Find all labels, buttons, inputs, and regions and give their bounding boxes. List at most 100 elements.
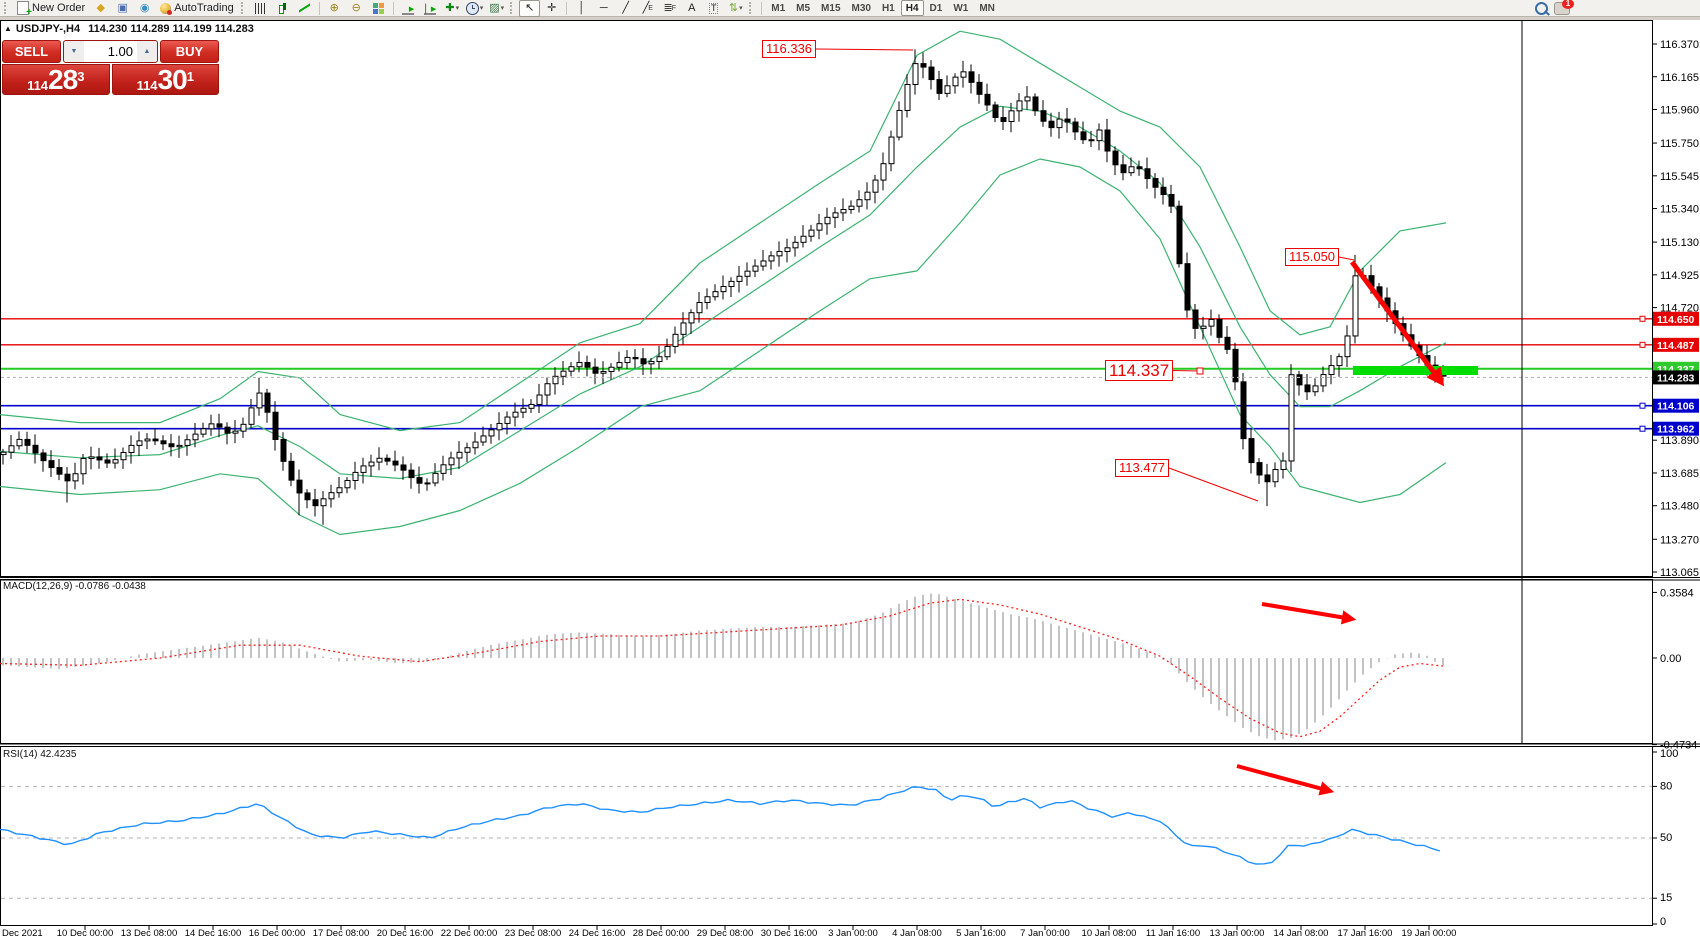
volume-decrease-button[interactable]: ▼ [64, 41, 84, 62]
fibonacci-icon: ≣ [663, 1, 673, 14]
fibonacci-icon[interactable]: ≣ F [663, 1, 676, 14]
toolbar-separator [566, 1, 568, 15]
periods-icon[interactable]: ▾ [464, 0, 486, 17]
toolbar-drag-handle [749, 2, 755, 14]
text-icon[interactable]: A [681, 0, 702, 17]
price-label-113477[interactable]: 113.477 [1115, 459, 1170, 477]
svg-text:0: 0 [1660, 916, 1666, 928]
time-axis[interactable]: Dec 2021 10 Dec 00:00 13 Dec 08:00 14 Dec 1… [2, 926, 1456, 939]
timeframe-m30[interactable]: M30 [851, 2, 871, 14]
timeframe-h1[interactable]: H1 [881, 2, 895, 14]
price-label-116336[interactable]: 116.336 [762, 40, 817, 58]
autotrading-button[interactable]: AutoTrading [156, 1, 238, 16]
timeframe-m15[interactable]: M15 [821, 2, 841, 14]
indicators-icon[interactable]: ✚ ▾ [442, 0, 463, 17]
zoom-in-icon[interactable]: ⊕ [324, 0, 345, 17]
trendline-icon[interactable]: ╱ [615, 0, 636, 17]
svg-text:16 Dec 00:00: 16 Dec 00:00 [249, 928, 306, 939]
notifications-icon[interactable]: 1 [1554, 0, 1574, 15]
price-label-114337[interactable]: 114.337 [1105, 360, 1174, 381]
equidistant-channel-icon: ╱ [642, 1, 650, 14]
svg-text:80: 80 [1660, 780, 1672, 792]
hline-marker[interactable] [1639, 402, 1646, 409]
crosshair-icon[interactable]: ✛ [541, 0, 562, 17]
signals-icon: ◉ [139, 1, 150, 14]
timeframe-m1[interactable]: M1 [771, 2, 786, 14]
trendline-icon: ╱ [622, 1, 630, 14]
svg-text:13 Dec 08:00: 13 Dec 08:00 [121, 928, 178, 939]
svg-text:115.545: 115.545 [1660, 171, 1699, 183]
rsi-label: RSI(14) 42.4235 [3, 749, 77, 760]
new-order-button[interactable]: New Order [13, 1, 89, 18]
timeframe-m5[interactable]: M5 [796, 2, 811, 14]
terminal-icon[interactable]: ▣ [112, 0, 133, 17]
trend-arrow-main[interactable] [1349, 260, 1445, 387]
svg-text:14 Dec 16:00: 14 Dec 16:00 [185, 928, 242, 939]
chevron-down-icon[interactable]: ▾ [479, 4, 484, 12]
volume-input[interactable] [84, 41, 137, 62]
chevron-down-icon[interactable]: ▾ [455, 4, 460, 12]
equidistant-channel-icon[interactable]: ╱ E [642, 1, 653, 14]
hline-marker[interactable] [1639, 341, 1646, 348]
hline-marker[interactable] [1639, 315, 1646, 322]
chart-title: ▲ USDJPY-,H4 114.230 114.289 114.199 114.2… [4, 23, 254, 35]
price-axis[interactable]: 116.370 116.165 115.960 115.750 115.545 115.3… [1652, 39, 1699, 928]
candlestick-chart-icon[interactable] [272, 0, 293, 17]
sell-button[interactable]: SELL [2, 40, 61, 63]
buy-price[interactable]: 114 30 1 [111, 64, 219, 95]
rsi-line [0, 786, 1441, 865]
support-zone-highlight[interactable] [1353, 366, 1478, 375]
arrows-icon: ⇅ [728, 1, 739, 14]
timeframe-h4[interactable]: H4 [900, 0, 924, 16]
chart-shift-icon[interactable] [420, 0, 441, 17]
annotation-connector [1168, 467, 1259, 502]
sell-price[interactable]: 114 28 3 [2, 64, 110, 95]
horizontal-line-icon[interactable]: ─ [593, 0, 614, 17]
zoom-out-icon[interactable]: ⊖ [346, 0, 367, 17]
annotation-connector [1172, 370, 1201, 372]
tile-windows-icon[interactable] [368, 0, 389, 17]
vertical-line-icon[interactable]: │ [571, 0, 592, 17]
vertical-line-icon: │ [578, 1, 586, 14]
hline-marker[interactable] [1639, 425, 1646, 432]
bar-chart-icon[interactable] [250, 0, 271, 17]
cursor-icon[interactable]: ↖ [519, 0, 541, 17]
svg-text:113.270: 113.270 [1660, 534, 1699, 546]
timeframe-mn[interactable]: MN [979, 2, 995, 14]
chevron-down-icon[interactable]: ▾ [500, 4, 505, 12]
svg-text:114.283: 114.283 [1657, 372, 1695, 384]
svg-text:11 Jan 16:00: 11 Jan 16:00 [1146, 928, 1200, 939]
horizontal-line-icon: ─ [599, 1, 608, 14]
trend-arrow-macd[interactable] [1261, 602, 1357, 625]
price-label-115050[interactable]: 115.050 [1285, 248, 1340, 266]
macd-plot [0, 593, 1444, 741]
ball-icon [160, 2, 173, 15]
templates-icon: ▨ [489, 1, 500, 14]
svg-text:113.685: 113.685 [1660, 468, 1699, 480]
signals-icon[interactable]: ◉ [134, 0, 155, 17]
timeframe-w1[interactable]: W1 [953, 2, 969, 14]
templates-icon[interactable]: ▨ ▾ [486, 0, 507, 17]
annotation-anchor [1196, 367, 1204, 375]
auto-scroll-icon[interactable] [398, 0, 419, 17]
search-icon[interactable] [1535, 1, 1548, 15]
chevron-down-icon[interactable]: ▾ [739, 4, 743, 12]
svg-text:5 Jan 16:00: 5 Jan 16:00 [956, 928, 1006, 939]
trend-arrow-rsi[interactable] [1236, 764, 1335, 796]
svg-text:15: 15 [1660, 892, 1672, 904]
sell-price-sup: 3 [77, 69, 85, 84]
line-chart-icon[interactable] [294, 0, 315, 17]
terminal-icon: ▣ [117, 1, 128, 14]
bollinger-upper [0, 30, 1447, 432]
timeframe-d1[interactable]: D1 [929, 2, 943, 14]
volume-increase-button[interactable]: ▲ [137, 41, 157, 62]
macd-panel [0, 579, 1653, 744]
svg-text:114.925: 114.925 [1660, 270, 1699, 282]
svg-text:113.480: 113.480 [1660, 501, 1699, 513]
buy-button[interactable]: BUY [160, 40, 219, 63]
arrows-icon[interactable]: ⇅ ▾ [725, 0, 746, 17]
text-label-icon[interactable]: T [703, 0, 724, 17]
macd-label: MACD(12,26,9) -0.0786 -0.0438 [3, 581, 146, 592]
metaeditor-icon[interactable]: ◆ [90, 0, 111, 17]
